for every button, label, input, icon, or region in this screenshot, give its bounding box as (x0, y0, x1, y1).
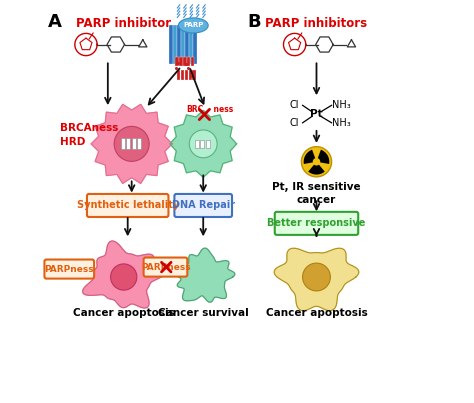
FancyBboxPatch shape (174, 194, 232, 217)
Bar (132, 138, 136, 150)
Bar (201, 140, 204, 148)
Ellipse shape (178, 18, 208, 33)
Text: ness: ness (203, 106, 234, 114)
FancyBboxPatch shape (45, 260, 94, 278)
Circle shape (110, 264, 137, 290)
Bar (173, 25, 177, 64)
Text: Cancer survival: Cancer survival (158, 308, 248, 318)
Text: B: B (247, 13, 261, 31)
Bar (189, 25, 193, 64)
Text: Cancer apoptosis: Cancer apoptosis (265, 308, 367, 318)
Circle shape (189, 130, 217, 158)
Bar (195, 140, 199, 148)
Polygon shape (274, 248, 359, 311)
Bar (187, 56, 191, 66)
Bar (181, 71, 184, 80)
Bar (192, 71, 196, 80)
Text: Cl: Cl (290, 100, 300, 110)
Wedge shape (304, 150, 317, 164)
Bar (137, 138, 141, 150)
Bar (191, 56, 194, 66)
Bar (206, 140, 210, 148)
Wedge shape (308, 162, 325, 174)
Text: BRC: BRC (186, 106, 203, 114)
Text: Synthetic lethality: Synthetic lethality (77, 200, 179, 210)
Circle shape (313, 158, 320, 166)
Bar (179, 56, 182, 66)
Bar (175, 56, 179, 66)
FancyBboxPatch shape (144, 258, 187, 276)
Text: PARPness: PARPness (45, 264, 94, 274)
Bar (193, 25, 197, 64)
Wedge shape (317, 150, 329, 164)
Text: PARPness: PARPness (141, 263, 190, 272)
Text: Better responsive: Better responsive (267, 218, 365, 229)
Text: Cl: Cl (290, 118, 300, 128)
FancyBboxPatch shape (87, 194, 168, 217)
Text: NH₃: NH₃ (332, 118, 351, 128)
Bar (177, 71, 180, 80)
Circle shape (302, 263, 330, 291)
Text: Pt, IR sensitive
cancer: Pt, IR sensitive cancer (272, 182, 361, 205)
Text: NH₃: NH₃ (332, 100, 351, 110)
Bar (183, 56, 187, 66)
Bar (177, 25, 181, 64)
Polygon shape (82, 241, 164, 308)
Polygon shape (170, 110, 237, 177)
Bar (182, 25, 185, 64)
Text: BRCAness
HRD: BRCAness HRD (60, 123, 118, 147)
Circle shape (114, 127, 149, 161)
Text: A: A (48, 13, 62, 31)
Polygon shape (91, 104, 172, 183)
Bar (121, 138, 125, 150)
FancyBboxPatch shape (275, 212, 358, 235)
Bar (184, 71, 188, 80)
Text: PARP inhibitors: PARP inhibitors (265, 17, 367, 30)
Polygon shape (173, 248, 235, 302)
Bar (189, 71, 191, 80)
Bar (169, 25, 173, 64)
Text: DNA Repair: DNA Repair (172, 200, 235, 210)
Circle shape (301, 147, 332, 177)
Bar (185, 25, 189, 64)
Text: PARP inhibitor: PARP inhibitor (76, 17, 171, 30)
Text: PARP: PARP (183, 23, 203, 29)
Text: Pt: Pt (310, 109, 323, 119)
Bar (126, 138, 130, 150)
Text: Cancer apoptosis: Cancer apoptosis (73, 308, 174, 318)
